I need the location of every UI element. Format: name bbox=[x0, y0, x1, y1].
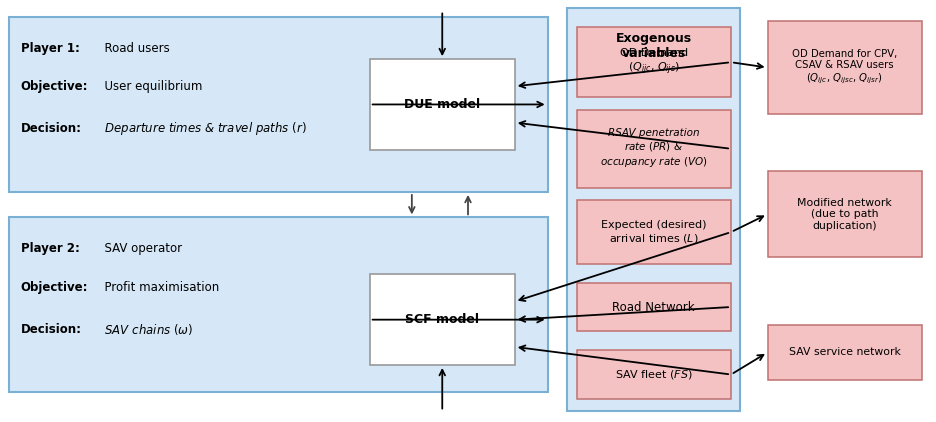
Text: DUE model: DUE model bbox=[404, 98, 480, 111]
Text: Player 1:: Player 1: bbox=[21, 42, 80, 55]
Text: SAV fleet $(FS)$: SAV fleet $(FS)$ bbox=[615, 368, 693, 381]
Text: Road users: Road users bbox=[97, 42, 170, 55]
Text: User equilibrium: User equilibrium bbox=[97, 81, 203, 93]
Text: SAV chains $(\omega)$: SAV chains $(\omega)$ bbox=[97, 322, 194, 337]
FancyBboxPatch shape bbox=[370, 59, 515, 150]
Text: SAV service network: SAV service network bbox=[789, 347, 900, 357]
FancyBboxPatch shape bbox=[567, 8, 740, 411]
Text: Player 2:: Player 2: bbox=[21, 242, 80, 255]
FancyBboxPatch shape bbox=[577, 200, 731, 264]
FancyBboxPatch shape bbox=[577, 283, 731, 331]
FancyBboxPatch shape bbox=[577, 27, 731, 97]
FancyBboxPatch shape bbox=[768, 171, 922, 257]
Text: Profit maximisation: Profit maximisation bbox=[97, 281, 220, 294]
Text: Objective:: Objective: bbox=[21, 281, 88, 294]
FancyBboxPatch shape bbox=[768, 21, 922, 114]
FancyBboxPatch shape bbox=[9, 217, 548, 392]
FancyBboxPatch shape bbox=[577, 350, 731, 399]
Text: Objective:: Objective: bbox=[21, 81, 88, 93]
Text: Expected (desired)
arrival times $(L)$: Expected (desired) arrival times $(L)$ bbox=[601, 219, 707, 245]
Text: OD Demand
($Q_{ijc}$, $Q_{ijs}$): OD Demand ($Q_{ijc}$, $Q_{ijs}$) bbox=[620, 48, 688, 76]
Text: SCF model: SCF model bbox=[405, 313, 479, 326]
Text: Decision:: Decision: bbox=[21, 323, 81, 336]
FancyBboxPatch shape bbox=[768, 325, 922, 380]
FancyBboxPatch shape bbox=[9, 17, 548, 192]
Text: SAV operator: SAV operator bbox=[97, 242, 183, 255]
Text: OD Demand for CPV,
CSAV & RSAV users
($Q_{ijc}$, $Q_{ijsc}$, $Q_{ijsr}$): OD Demand for CPV, CSAV & RSAV users ($Q… bbox=[792, 49, 898, 87]
Text: Exogenous
variables: Exogenous variables bbox=[616, 32, 692, 60]
Text: Road Network: Road Network bbox=[612, 300, 695, 314]
FancyBboxPatch shape bbox=[370, 274, 515, 365]
Text: Decision:: Decision: bbox=[21, 122, 81, 135]
Text: Modified network
(due to path
duplication): Modified network (due to path duplicatio… bbox=[797, 197, 892, 231]
Text: RSAV penetration
rate ​$(PR)$ &
occupancy rate $(VO)$: RSAV penetration rate ​$(PR)$ & occupanc… bbox=[600, 128, 708, 169]
FancyBboxPatch shape bbox=[577, 110, 731, 188]
Text: Departure times & travel paths $(r)$: Departure times & travel paths $(r)$ bbox=[97, 120, 307, 138]
